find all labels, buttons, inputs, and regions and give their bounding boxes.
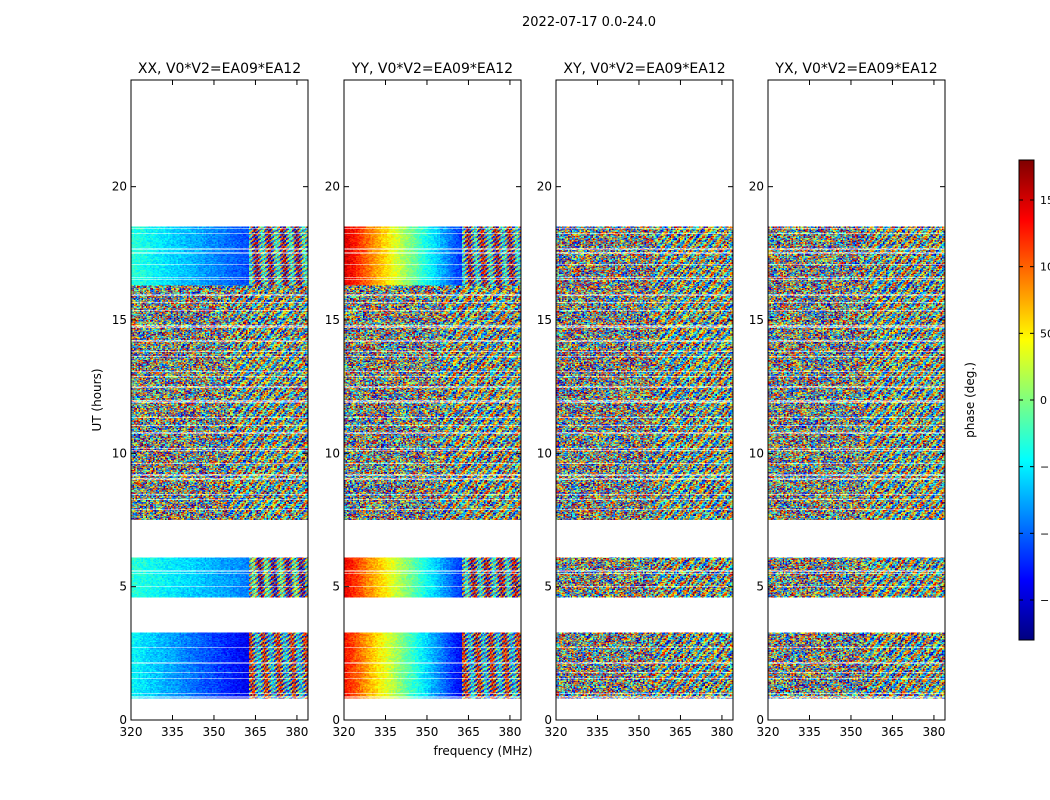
y-tick-label: 10 [112,446,127,460]
panels: XX, V0*V2=EA09*EA12 320 335 350 365 380 0 5 10 15… [112,61,946,739]
y-tick-label: 0 [756,713,764,727]
y-tick-label: 10 [537,446,552,460]
axes-frame [130,79,309,721]
colorbar-tick-label: 0 [1040,394,1047,407]
colorbar-tick-label: −150 [1040,594,1050,607]
x-tick-label: 320 [545,725,568,739]
panel-xy: XY, V0*V2=EA09*EA12 320 335 350 365 380 0 5 10 15… [537,61,734,739]
panel-yy: YY, V0*V2=EA09*EA12 320 335 350 365 380 0 5 10 15… [325,61,522,739]
axes-frame [343,79,522,721]
x-tick-label: 335 [586,725,609,739]
y-tick-label: 15 [325,313,340,327]
y-tick-label: 5 [332,580,340,594]
axes-frame [767,79,946,721]
x-tick-label: 365 [457,725,480,739]
x-tick-label: 335 [161,725,184,739]
y-tick-label: 5 [544,580,552,594]
x-tick-label: 350 [628,725,651,739]
y-tick-label: 20 [537,180,552,194]
y-tick-label: 5 [119,580,127,594]
panel-yx: YX, V0*V2=EA09*EA12 320 335 350 365 380 0 5 10 15… [749,61,946,739]
x-tick-label: 365 [881,725,904,739]
y-tick-label: 20 [749,180,764,194]
colorbar-tick-label: 50 [1040,327,1050,340]
y-tick-label: 0 [119,713,127,727]
heatmap-image [344,80,521,720]
x-tick-label: 320 [120,725,143,739]
heatmap-image [768,80,945,720]
panel-title: YX, V0*V2=EA09*EA12 [774,61,937,77]
panel-title: XY, V0*V2=EA09*EA12 [563,61,725,77]
x-tick-label: 320 [757,725,780,739]
panel-xx: XX, V0*V2=EA09*EA12 320 335 350 365 380 0 5 10 15… [112,61,309,739]
x-tick-label: 365 [669,725,692,739]
heatmap-image [556,80,733,720]
x-tick-label: 350 [840,725,863,739]
x-tick-label: 380 [498,725,521,739]
x-tick-label: 320 [333,725,356,739]
x-tick-label: 335 [798,725,821,739]
y-tick-label: 10 [749,446,764,460]
heatmap-image [131,80,308,720]
colorbar: 150 100 50 0 −50 −100 −150 phase (deg.) [963,159,1050,641]
colorbar-ticks: 150 100 50 0 −50 −100 −150 [1019,194,1050,607]
y-tick-label: 10 [325,446,340,460]
x-tick-label: 365 [244,725,267,739]
x-tick-label: 380 [922,725,945,739]
colorbar-tick-label: −50 [1040,461,1050,474]
figure-suptitle: 2022-07-17 0.0-24.0 [522,15,656,30]
x-tick-label: 335 [374,725,397,739]
y-tick-label: 20 [112,180,127,194]
colorbar-tick-label: 100 [1040,261,1050,274]
y-tick-label: 5 [756,580,764,594]
colorbar-label: phase (deg.) [963,362,977,438]
colorbar-tick-label: −100 [1040,527,1050,540]
x-axis-label: frequency (MHz) [433,744,532,758]
panel-title: YY, V0*V2=EA09*EA12 [351,61,513,77]
axes-frame [555,79,734,721]
y-tick-label: 15 [537,313,552,327]
y-tick-label: 15 [749,313,764,327]
x-tick-label: 350 [416,725,439,739]
y-tick-label: 0 [544,713,552,727]
x-tick-label: 350 [203,725,226,739]
y-tick-label: 0 [332,713,340,727]
x-tick-label: 380 [285,725,308,739]
panel-title: XX, V0*V2=EA09*EA12 [138,61,301,77]
y-axis-label: UT (hours) [90,368,104,431]
colorbar-tick-label: 150 [1040,194,1050,207]
y-tick-label: 20 [325,180,340,194]
y-tick-label: 15 [112,313,127,327]
x-tick-label: 380 [710,725,733,739]
